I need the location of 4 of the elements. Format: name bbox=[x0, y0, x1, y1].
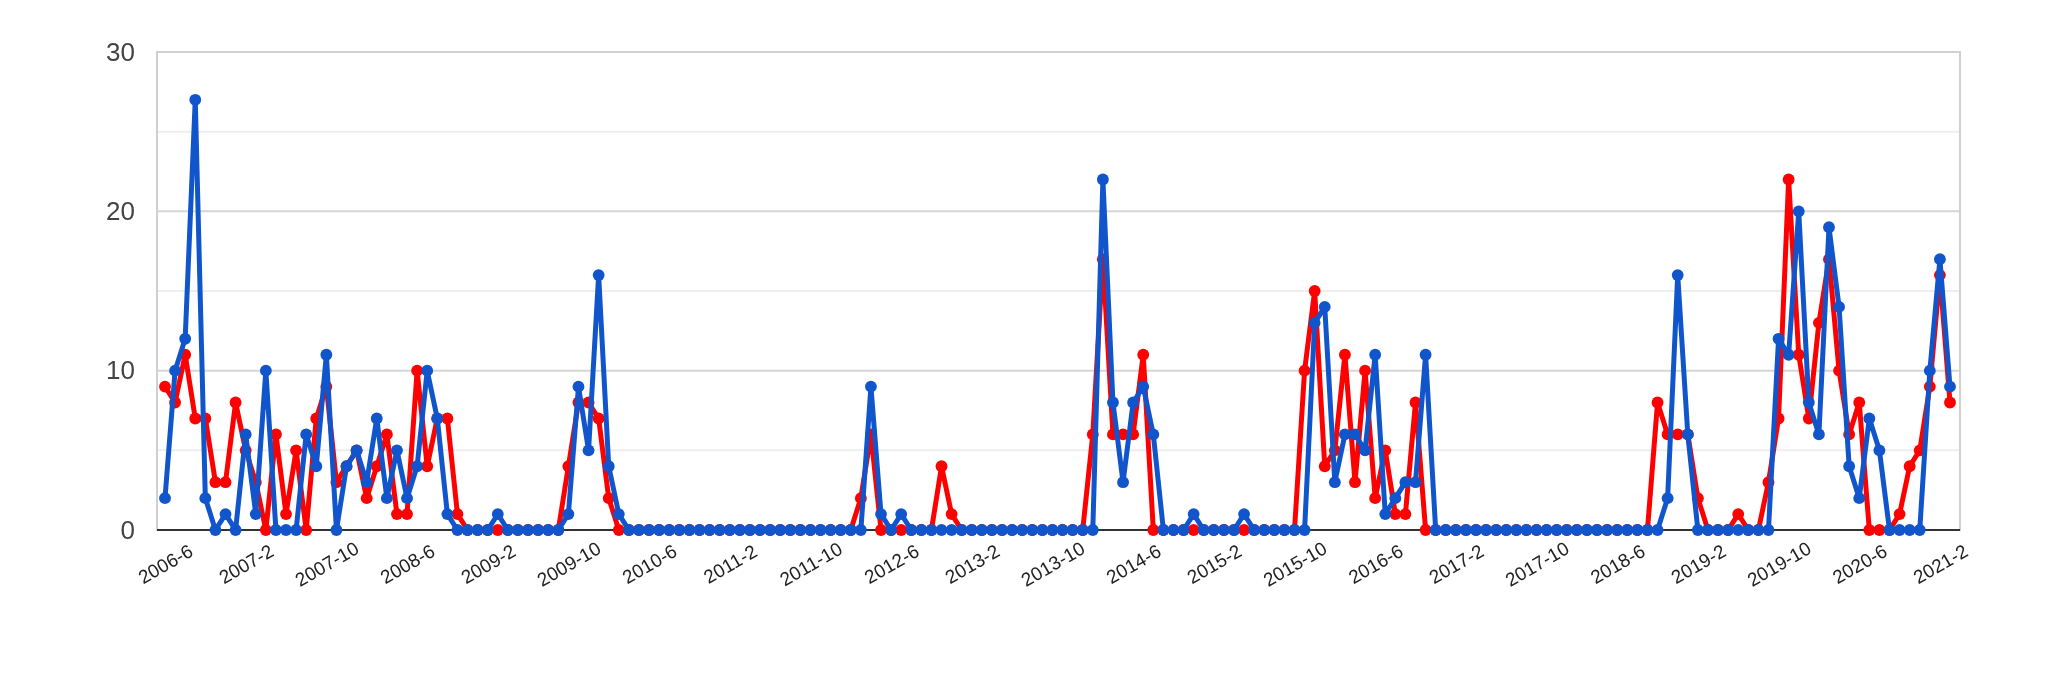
y-tick-label: 20 bbox=[106, 196, 135, 227]
y-tick-label: 30 bbox=[106, 36, 135, 67]
y-tick-label: 10 bbox=[106, 355, 135, 386]
y-tick-label: 0 bbox=[120, 514, 135, 545]
